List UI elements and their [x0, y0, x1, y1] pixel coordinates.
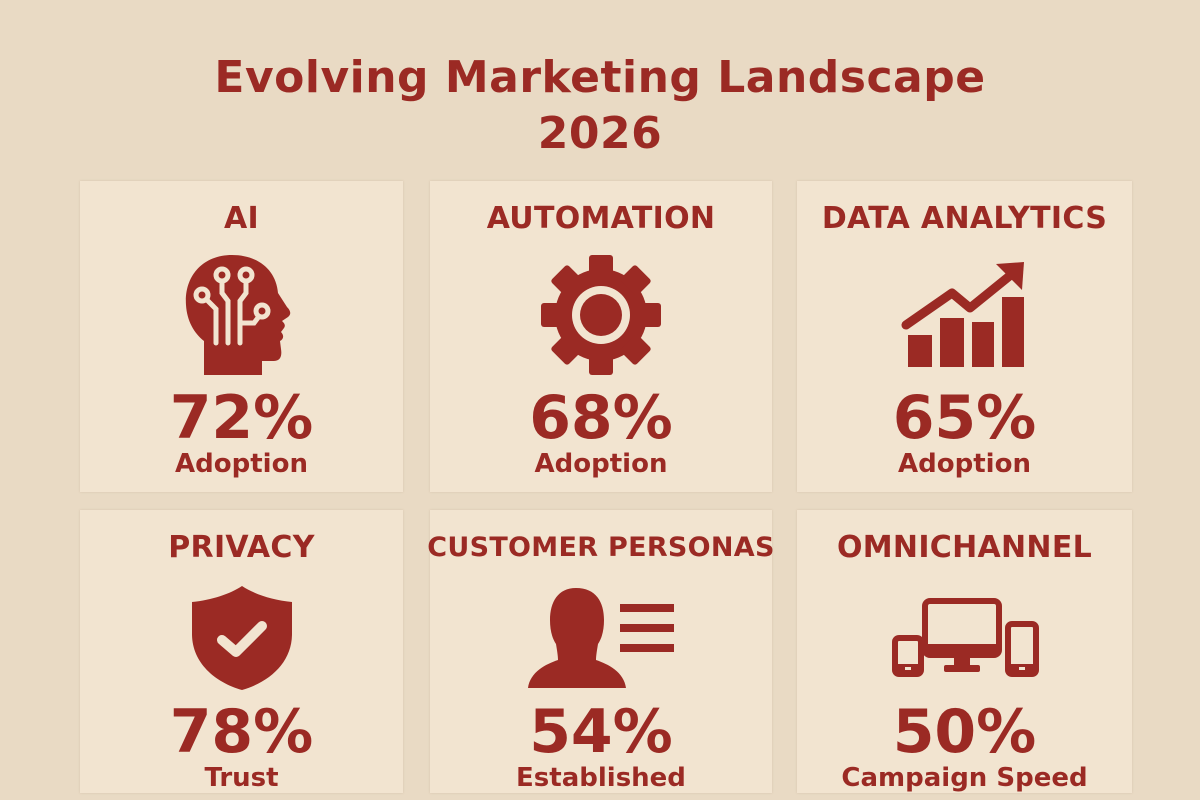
- card-title: CUSTOMER PERSONAS: [427, 532, 775, 563]
- stat-value: 72%: [169, 383, 314, 453]
- stat-label: Established: [516, 763, 686, 793]
- card-privacy: PRIVACY 78% Trust: [80, 510, 403, 793]
- stat-label: Campaign Speed: [841, 763, 1088, 793]
- stat-value: 54%: [529, 697, 673, 767]
- title-line-1: Evolving Marketing Landscape: [214, 52, 986, 103]
- stat-value: 78%: [169, 697, 314, 767]
- card-title: OMNICHANNEL: [836, 530, 1093, 565]
- ai-head-circuit-icon: [182, 245, 302, 385]
- stat-label: Trust: [204, 763, 279, 793]
- card-omnichannel: OMNICHANNEL 50% Campaign Speed: [797, 510, 1132, 793]
- title-year: 2026: [537, 108, 663, 159]
- card-data-analytics: DATA ANALYTICS 65% Adoption: [797, 181, 1132, 492]
- stat-label: Adoption: [175, 449, 308, 479]
- page-title: Evolving Marketing Landscape 2026: [0, 50, 1200, 162]
- stat-label: Adoption: [898, 449, 1031, 479]
- gear-icon: [539, 245, 663, 385]
- growth-bar-chart-icon: [900, 245, 1030, 385]
- stat-value: 65%: [892, 383, 1037, 453]
- card-title: DATA ANALYTICS: [821, 201, 1108, 236]
- card-title: AUTOMATION: [486, 201, 716, 236]
- stat-value: 50%: [892, 697, 1037, 767]
- card-ai: AI 72% Adoption: [80, 181, 403, 492]
- card-title: AI: [224, 201, 259, 236]
- multi-device-icon: [890, 574, 1040, 701]
- user-profile-icon: [526, 574, 676, 701]
- card-customer-personas: CUSTOMER PERSONAS 54% Established: [427, 510, 775, 793]
- card-title: PRIVACY: [168, 530, 315, 565]
- stat-label: Adoption: [534, 449, 668, 479]
- card-automation: AUTOMATION 68% Adoption: [430, 181, 772, 492]
- stat-value: 68%: [529, 383, 673, 453]
- shield-check-icon: [190, 574, 294, 701]
